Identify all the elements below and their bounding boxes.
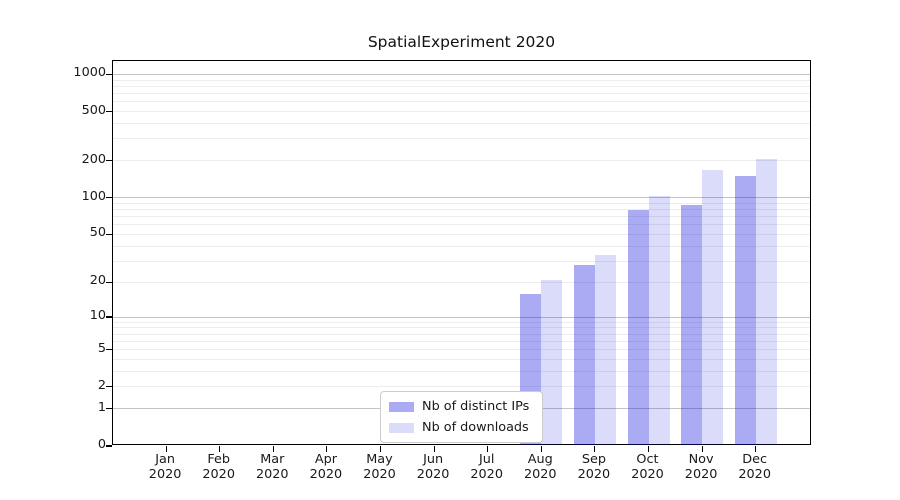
x-tick-label: Jan 2020 <box>148 452 182 482</box>
minor-gridline <box>113 111 810 113</box>
legend-item-downloads: Nb of downloads <box>381 419 542 437</box>
minor-gridline <box>113 260 810 262</box>
y-tick-mark <box>105 349 112 351</box>
y-tick-mark <box>105 233 112 236</box>
minor-gridline <box>113 202 810 204</box>
legend-label-distinct-ips: Nb of distinct IPs <box>422 399 530 414</box>
x-tick-mark <box>433 446 435 452</box>
major-gridline <box>113 316 810 318</box>
minor-gridline <box>113 216 810 218</box>
minor-gridline <box>113 358 810 360</box>
y-tick-label: 500 <box>81 102 106 118</box>
bar-downloads <box>541 279 563 445</box>
y-tick-label: 50 <box>89 225 106 241</box>
plot-area: Nb of distinct IPs Nb of downloads <box>105 60 811 452</box>
y-tick-label: 1 <box>97 399 106 415</box>
legend-swatch-downloads <box>389 422 414 433</box>
minor-gridline <box>113 321 810 323</box>
y-tick-mark <box>105 316 112 318</box>
bar-distinct-ips <box>734 176 756 445</box>
minor-gridline <box>113 233 810 235</box>
x-tick-mark <box>272 446 274 452</box>
y-tick-label: 20 <box>89 273 106 289</box>
chart-title: SpatialExperiment 2020 <box>367 33 556 51</box>
x-tick-label: Jun 2020 <box>416 452 450 482</box>
y-tick-mark <box>105 445 112 447</box>
x-tick-mark <box>540 446 542 452</box>
x-tick-mark <box>326 446 328 452</box>
minor-gridline <box>113 79 810 81</box>
x-tick-mark <box>594 446 596 452</box>
y-tick-mark <box>105 110 112 113</box>
bar-downloads <box>702 170 724 445</box>
minor-gridline <box>113 93 810 94</box>
bar-downloads <box>755 158 777 445</box>
x-tick-label: Feb 2020 <box>202 452 235 482</box>
minor-gridline <box>113 138 810 140</box>
minor-gridline <box>113 281 810 283</box>
minor-gridline <box>113 224 810 226</box>
y-tick-label: 200 <box>81 151 106 167</box>
bar-downloads <box>594 254 616 445</box>
major-gridline <box>113 197 810 199</box>
minor-gridline <box>113 386 810 388</box>
x-tick-label: Jul 2020 <box>470 452 503 482</box>
x-tick-mark <box>755 446 757 452</box>
bar-distinct-ips <box>573 264 595 445</box>
bar-distinct-ips <box>681 204 703 445</box>
bar-downloads <box>648 196 670 445</box>
x-tick-label: Aug 2020 <box>524 452 557 482</box>
x-tick-label: Mar 2020 <box>256 452 289 482</box>
x-tick-mark <box>487 446 489 452</box>
minor-gridline <box>113 349 810 351</box>
minor-gridline <box>113 101 810 103</box>
x-tick-mark <box>379 446 382 452</box>
legend-item-distinct-ips: Nb of distinct IPs <box>381 398 542 416</box>
y-tick-label: 5 <box>97 340 106 356</box>
x-tick-label: May 2020 <box>363 452 396 482</box>
x-tick-mark <box>701 446 703 452</box>
y-tick-label: 1000 <box>73 65 106 81</box>
minor-gridline <box>113 370 810 372</box>
y-tick-mark <box>105 281 112 283</box>
minor-gridline <box>113 340 810 342</box>
y-tick-mark <box>105 408 112 410</box>
legend-label-downloads: Nb of downloads <box>422 420 529 435</box>
minor-gridline <box>113 333 810 335</box>
legend: Nb of distinct IPs Nb of downloads <box>380 391 543 443</box>
y-tick-mark <box>105 160 112 162</box>
major-gridline <box>113 73 810 75</box>
x-tick-mark <box>219 446 221 452</box>
minor-gridline <box>113 123 810 125</box>
minor-gridline <box>113 209 810 211</box>
x-tick-label: Sep 2020 <box>577 452 611 482</box>
y-tick-label: 2 <box>97 377 106 393</box>
y-tick-mark <box>105 386 112 388</box>
x-tick-mark <box>165 446 167 452</box>
x-tick-label: Nov 2020 <box>684 452 718 482</box>
minor-gridline <box>113 160 810 162</box>
y-tick-label: 0 <box>97 437 106 452</box>
y-tick-label: 10 <box>89 308 106 323</box>
minor-gridline <box>113 245 810 247</box>
minor-gridline <box>113 327 810 329</box>
y-tick-mark <box>105 197 112 199</box>
y-tick-mark <box>105 73 112 75</box>
x-tick-mark <box>647 446 650 452</box>
y-tick-label: 100 <box>81 188 106 204</box>
bar-distinct-ips <box>627 210 649 445</box>
x-tick-label: Apr 2020 <box>309 452 343 482</box>
x-tick-label: Oct 2020 <box>631 452 664 482</box>
legend-swatch-distinct-ips <box>389 401 414 412</box>
x-tick-label: Dec 2020 <box>738 452 771 482</box>
minor-gridline <box>113 85 810 87</box>
